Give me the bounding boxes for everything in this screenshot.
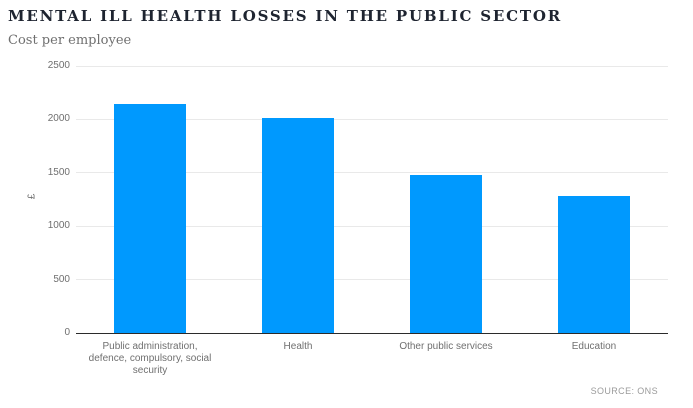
gridline [76,65,668,67]
bar [262,118,334,333]
gridline [76,225,668,227]
y-tick-label: 0 [64,327,70,338]
gridline [76,118,668,120]
bar [558,195,630,333]
chart-subtitle: Cost per employee [8,33,132,48]
y-tick-label: 500 [53,273,70,285]
x-tick-label: Other public services [399,341,493,352]
x-tick-label: Health [283,341,313,352]
gridline [76,172,668,174]
y-tick-label: 2500 [47,60,70,71]
plot-area [76,65,668,334]
x-axis-line [76,332,668,334]
gridline [76,279,668,281]
bar [410,175,482,333]
y-tick-label: 1500 [47,166,70,178]
y-axis-label: £ [26,193,38,200]
y-tick-label: 1000 [47,220,70,232]
bar [114,103,186,333]
chart-title: MENTAL ILL HEALTH LOSSES IN THE PUBLIC S… [8,7,562,25]
x-tick-label: Education [571,341,617,352]
x-tick-label: Public administration, defence, compulso… [88,341,212,376]
y-tick-label: 2000 [47,113,70,125]
source-note: SOURCE: ONS [590,386,658,396]
